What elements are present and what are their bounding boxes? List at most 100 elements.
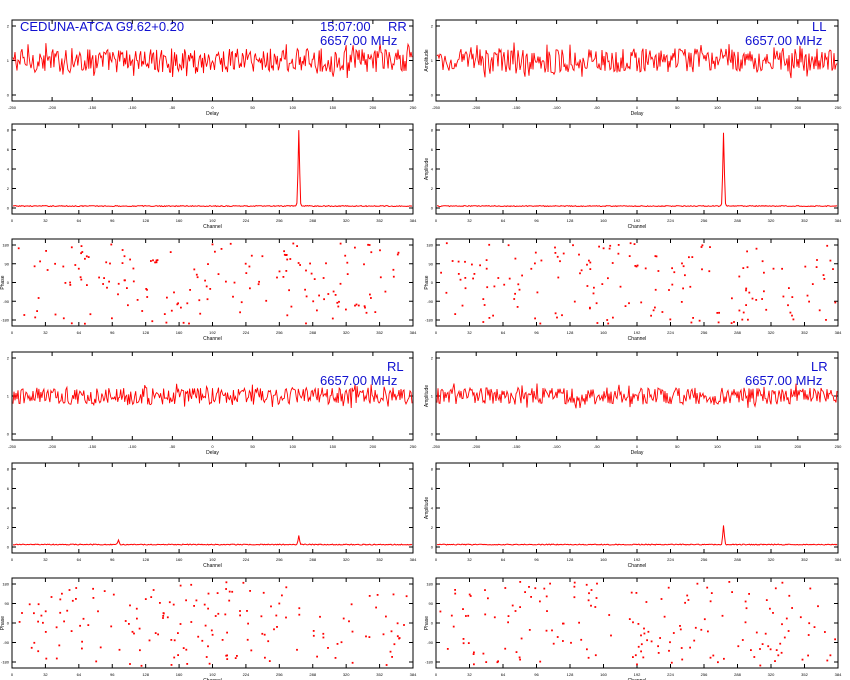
data-point	[59, 611, 62, 614]
data-point	[467, 614, 470, 617]
x-tick-label: 96	[534, 557, 539, 562]
y-axis-label: Phase	[424, 616, 430, 630]
data-point	[54, 313, 57, 316]
y-tick-label: 90	[429, 261, 434, 266]
data-point	[384, 290, 387, 293]
data-point	[737, 645, 740, 648]
x-axis-label: Channel	[628, 563, 647, 569]
source-title: CEDUNA-ATCA G9.62+0.20	[20, 19, 185, 34]
x-tick-label: 160	[176, 218, 183, 223]
data-point	[79, 276, 82, 279]
data-point	[706, 586, 709, 589]
data-point	[263, 633, 266, 636]
x-axis-label: Channel	[203, 678, 222, 680]
y-tick-label: 180	[2, 243, 9, 248]
data-point	[445, 242, 448, 245]
data-point	[688, 256, 690, 259]
data-point	[580, 638, 583, 641]
data-point	[454, 592, 457, 595]
data-point	[598, 245, 600, 248]
data-point	[189, 289, 191, 291]
data-point	[54, 262, 56, 265]
panel-rl-phase: 0 32 64 96 128 160 192 224 256 288 320 352 384 180 90 0…	[0, 577, 417, 680]
y-tick-label: -180	[425, 318, 434, 323]
data-point	[64, 282, 67, 284]
x-tick-label: 224	[243, 218, 250, 223]
x-tick-label: 192	[209, 330, 216, 335]
data-point	[285, 254, 288, 256]
data-point	[655, 255, 658, 258]
data-point	[813, 626, 816, 628]
data-point	[693, 639, 696, 642]
x-axis-label: Channel	[628, 224, 647, 230]
data-point	[815, 266, 818, 268]
data-point	[507, 615, 510, 617]
data-point	[608, 247, 611, 250]
x-tick-label: 0	[11, 330, 14, 335]
data-point	[75, 598, 77, 600]
data-point	[185, 648, 188, 651]
data-point	[285, 616, 287, 619]
data-point	[376, 594, 379, 596]
data-point	[611, 262, 614, 264]
y-tick-label: 90	[5, 261, 10, 266]
data-point	[710, 592, 713, 594]
x-tick-label: 384	[835, 557, 842, 562]
data-point	[170, 639, 173, 641]
data-point	[87, 256, 90, 258]
data-point	[783, 636, 786, 639]
x-tick-label: -100	[128, 105, 137, 110]
data-point	[80, 245, 83, 247]
data-point	[74, 264, 77, 266]
data-point	[534, 262, 536, 265]
data-point	[124, 620, 127, 622]
data-point	[667, 586, 670, 589]
data-point	[573, 585, 576, 588]
data-point	[473, 273, 476, 275]
x-tick-label: 256	[276, 672, 283, 677]
data-point	[619, 285, 622, 288]
data-point	[738, 275, 741, 278]
x-tick-label: 320	[343, 218, 350, 223]
data-point	[806, 294, 809, 297]
data-point	[350, 603, 353, 606]
data-point	[787, 304, 789, 307]
data-point	[121, 262, 124, 264]
data-point	[351, 630, 354, 633]
x-tick-label: -100	[553, 444, 562, 449]
data-point	[521, 274, 523, 277]
data-point	[267, 640, 270, 643]
data-point	[403, 624, 405, 626]
data-point	[785, 617, 788, 620]
data-point	[92, 587, 94, 590]
y-tick-label: 2	[431, 186, 434, 191]
y-tick-label: 90	[429, 601, 434, 606]
data-point	[445, 291, 448, 294]
y-tick-label: 1	[7, 58, 10, 63]
data-point	[745, 289, 747, 292]
x-tick-label: 224	[667, 672, 674, 677]
data-point	[504, 647, 507, 650]
data-point	[354, 246, 356, 249]
data-point	[682, 265, 685, 268]
data-point	[393, 643, 396, 646]
data-point	[247, 622, 249, 625]
data-point	[313, 278, 316, 280]
data-point	[745, 607, 748, 610]
data-point	[596, 582, 598, 585]
data-point	[748, 593, 750, 595]
data-point	[629, 242, 632, 245]
data-point	[28, 603, 31, 606]
data-point	[226, 631, 228, 634]
data-point	[44, 610, 47, 613]
data-point	[312, 630, 315, 632]
data-point	[18, 621, 21, 623]
x-tick-label: 0	[636, 105, 639, 110]
data-point	[205, 285, 208, 288]
x-tick-label: 224	[667, 330, 674, 335]
data-point	[635, 265, 638, 268]
data-point	[42, 621, 44, 624]
data-point	[248, 265, 251, 268]
data-point	[709, 656, 712, 659]
x-tick-label: 64	[501, 557, 506, 562]
